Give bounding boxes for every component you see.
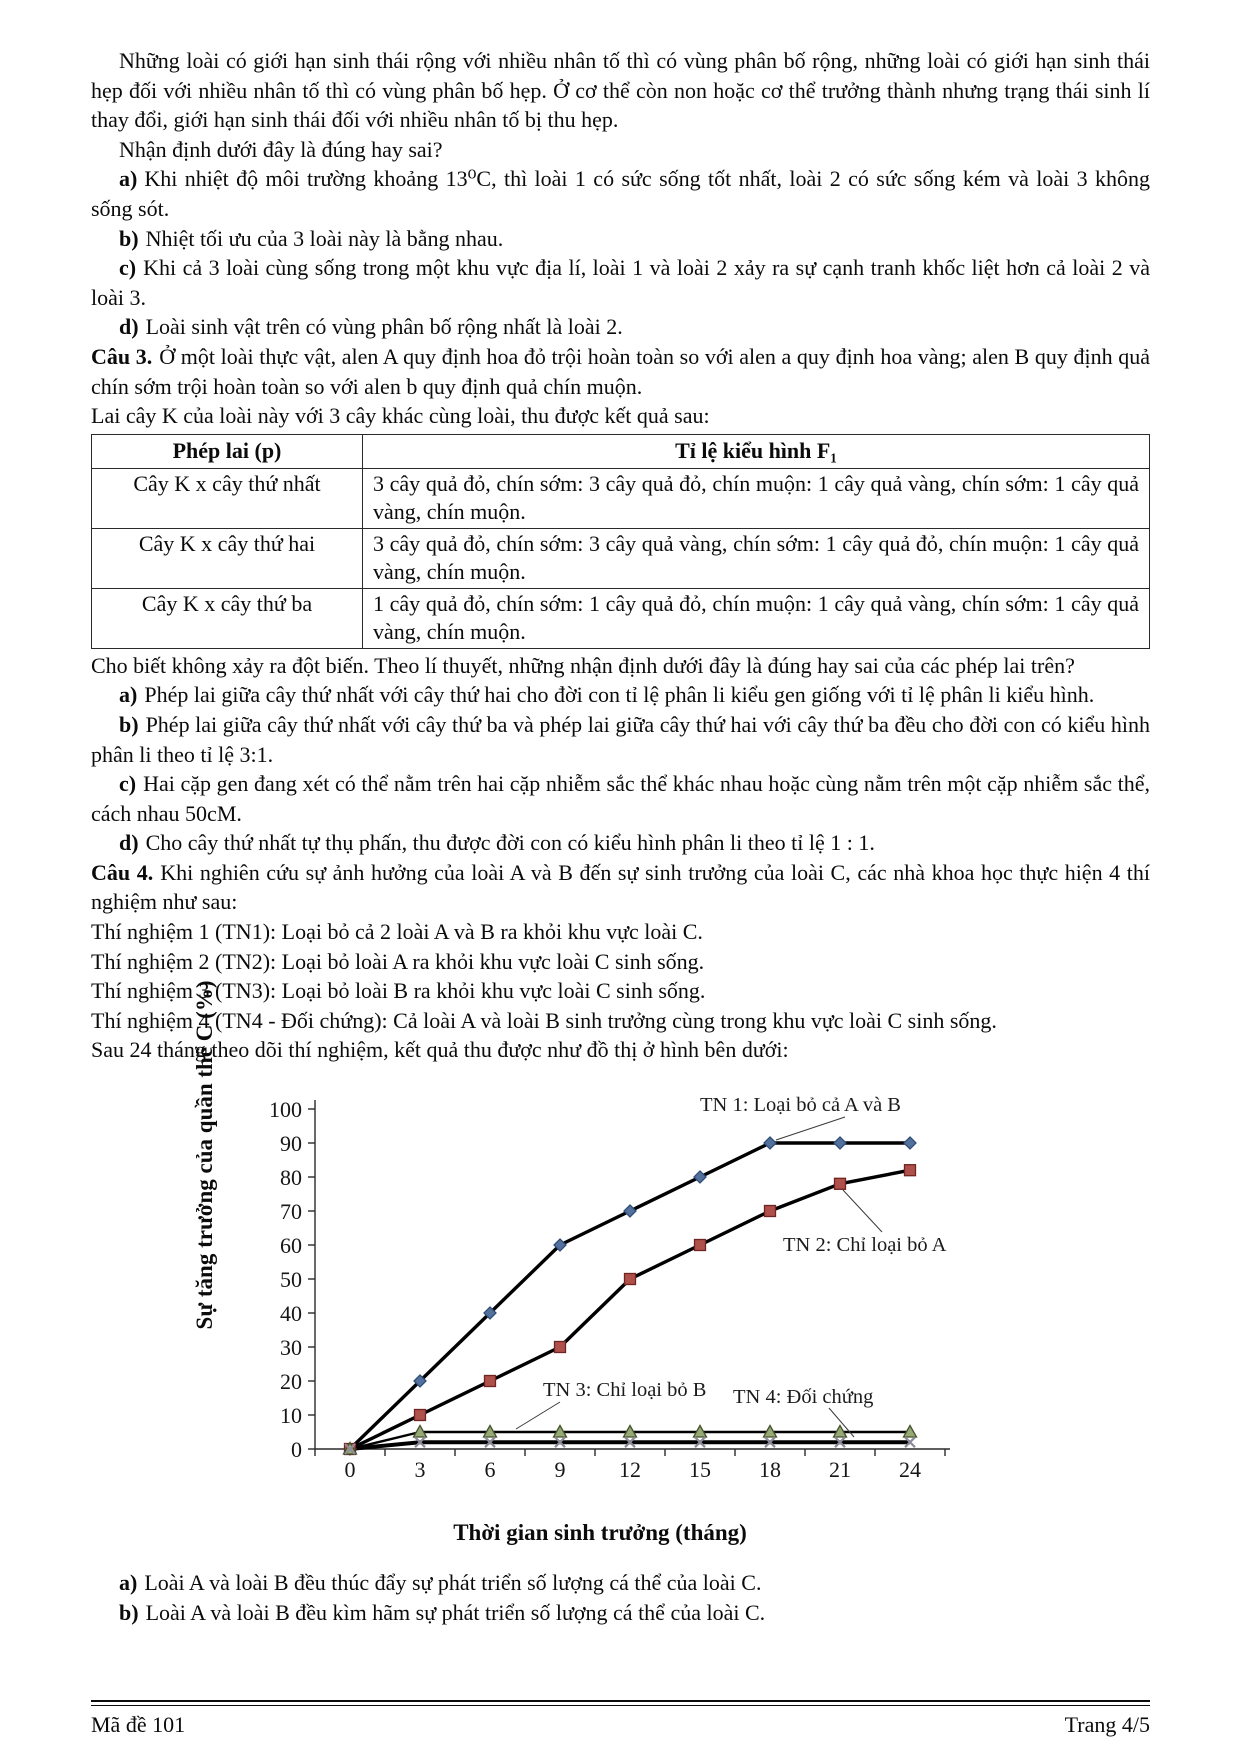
y-tick-label: 30 [280,1335,302,1360]
annotation-leader [828,1407,855,1438]
cau3-heading: Câu 3. Ở một loài thực vật, alen A quy đị… [91,342,1150,401]
cau3-note: Cho biết không xảy ra đột biến. Theo lí … [91,652,1075,678]
option-label: d) [119,830,139,856]
annotation-leader [842,1189,883,1233]
x-tick-label: 6 [485,1457,496,1482]
exam-code: Mã đề 101 [91,1712,186,1737]
cross-results-table: Phép lai (p) Tỉ lệ kiểu hình F₁ Cây K x … [91,433,1150,649]
y-tick-label: 80 [280,1165,302,1190]
option-c: c) Khi cả 3 loài cùng sống trong một khu … [91,253,1150,312]
table-header-row: Phép lai (p) Tỉ lệ kiểu hình F₁ [91,433,1150,469]
option-d: d) Loài sinh vật trên có vùng phân bố rộn… [91,312,1150,342]
page-footer: Mã đề 101 Trang 4/5 [91,1710,1150,1740]
footer-divider [91,1700,1150,1706]
cau3-option-a: a) Phép lai giữa cây thứ nhất với cây thứ… [91,680,1150,710]
option-label: c) [119,255,137,281]
option-label: b) [119,225,139,251]
cau4-intro-text: Khi nghiên cứu sự ảnh hưởng của loài A v… [91,859,1150,915]
option-label: c) [119,771,137,797]
cau3-lead: Lai cây K của loài này với 3 cây khác cù… [91,403,710,429]
cau4-option-a: a) Loài A và loài B đều thúc đẩy sự phát … [91,1568,1150,1598]
cau3-option-c: c) Hai cặp gen đang xét có thể nằm trên h… [91,769,1150,828]
x-axis-title: Thời gian sinh trưởng (tháng) [453,1520,747,1545]
option-label: a) [119,166,138,192]
x-tick-label: 18 [759,1457,781,1482]
option-text: Hai cặp gen đang xét có thể nằm trên hai… [91,771,1150,826]
cross-cell: Cây K x cây thứ ba [91,587,363,649]
x-tick-label: 15 [689,1457,711,1482]
option-text: Khi cả 3 loài cùng sống trong một khu vự… [91,255,1150,310]
cau4-option-b: b) Loài A và loài B đều kìm hãm sự phát t… [91,1598,1150,1628]
option-text: Loài A và loài B đều kìm hãm sự phát tri… [145,1599,766,1625]
option-text: Loài A và loài B đều thúc đẩy sự phát tr… [144,1570,762,1596]
cau3-intro-text: Ở một loài thực vật, alen A quy định hoa… [91,343,1150,399]
x-tick-label: 12 [619,1457,641,1482]
result-cell: 1 cây quả đỏ, chín sớm: 1 cây quả đỏ, ch… [362,587,1150,649]
option-text: Phép lai giữa cây thứ nhất với cây thứ h… [144,682,1095,708]
experiment-4: Thí nghiệm 4 (TN4 - Đối chứng): Cả loài … [91,1007,997,1033]
cau3-option-d: d) Cho cây thứ nhất tự thụ phấn, thu được… [91,828,1150,858]
experiment-3: Thí nghiệm 3 (TN3): Loại bỏ loài B ra kh… [91,978,706,1004]
cau4-outro: Sau 24 tháng theo dõi thí nghiệm, kết qu… [91,1037,789,1063]
option-text: Cho cây thứ nhất tự thụ phấn, thu được đ… [145,830,875,856]
option-label: a) [119,1570,138,1596]
x-tick-label: 21 [829,1457,851,1482]
result-cell: 3 cây quả đỏ, chín sớm: 3 cây quả vàng, … [362,527,1150,589]
option-text: Phép lai giữa cây thứ nhất với cây thứ b… [91,711,1150,767]
y-axis-title: Sự tăng trưởng của quần thể C (%) [192,981,217,1330]
experiment-2: Thí nghiệm 2 (TN2): Loại bỏ loài A ra kh… [91,948,705,974]
option-text: Nhiệt tối ưu của 3 loài này là bằng nhau… [145,225,504,251]
growth-chart: 0 10 20 30 40 50 60 70 80 90 100 0 3 6 9 12 15 18 21 24 TN 1… [192,981,950,1545]
header-ti-le: Tỉ lệ kiểu hình F₁ [362,433,1150,469]
result-cell: 3 cây quả đỏ, chín sớm: 3 cây quả đỏ, ch… [362,467,1150,529]
annotation-leader [775,1116,846,1141]
option-text: Khi nhiệt độ môi trường khoảng 13⁰C, thì… [91,166,1150,221]
y-tick-label: 90 [280,1131,302,1156]
question-prompt: Nhận định dưới đây là đúng hay sai? [119,136,443,162]
y-tick-label: 60 [280,1233,302,1258]
x-tick-label: 24 [899,1457,921,1482]
option-b: b) Nhiệt tối ưu của 3 loài này là bằng nh… [91,224,1150,254]
y-tick-label: 10 [280,1403,302,1428]
intro-paragraph: Những loài có giới hạn sinh thái rộng vớ… [91,48,1150,133]
y-tick-label: 0 [291,1437,302,1462]
x-tick-label: 9 [555,1457,566,1482]
page-number: Trang 4/5 [1064,1712,1150,1737]
option-a: a) Khi nhiệt độ môi trường khoảng 13⁰C, t… [91,164,1150,223]
series-annotation-tn3: TN 3: Chỉ loại bỏ B [543,1379,706,1401]
table-row: Cây K x cây thứ nhất 3 cây quả đỏ, chín … [91,467,1150,529]
option-label: d) [119,314,139,340]
series-annotation-tn2: TN 2: Chỉ loại bỏ A [783,1234,947,1256]
table-row: Cây K x cây thứ hai 3 cây quả đỏ, chín s… [91,527,1150,589]
option-text: Loài sinh vật trên có vùng phân bố rộng … [145,314,623,340]
y-tick-label: 50 [280,1267,302,1292]
table-row: Cây K x cây thứ ba 1 cây quả đỏ, chín sớ… [91,587,1150,649]
cau3-number: Câu 3. [91,343,153,369]
cross-cell: Cây K x cây thứ nhất [91,467,363,529]
x-tick-label: 3 [415,1457,426,1482]
series-annotation-tn4: TN 4: Đối chứng [733,1386,873,1408]
option-label: a) [119,682,138,708]
y-tick-label: 70 [280,1199,302,1224]
cau4-number: Câu 4. [91,859,154,885]
cau4-heading: Câu 4. Khi nghiên cứu sự ảnh hưởng của lo… [91,858,1150,917]
y-tick-label: 100 [269,1097,302,1122]
cau3-option-b: b) Phép lai giữa cây thứ nhất với cây thứ… [91,710,1150,769]
header-phep-lai: Phép lai (p) [91,433,363,469]
option-label: b) [119,711,139,737]
annotation-leader [515,1401,561,1430]
series-annotation-tn1: TN 1: Loại bỏ cả A và B [700,1094,901,1116]
y-tick-label: 20 [280,1369,302,1394]
cross-cell: Cây K x cây thứ hai [91,527,363,589]
experiment-1: Thí nghiệm 1 (TN1): Loại bỏ cả 2 loài A … [91,919,703,945]
x-tick-label: 0 [345,1457,356,1482]
y-tick-label: 40 [280,1301,302,1326]
option-label: b) [119,1599,139,1625]
